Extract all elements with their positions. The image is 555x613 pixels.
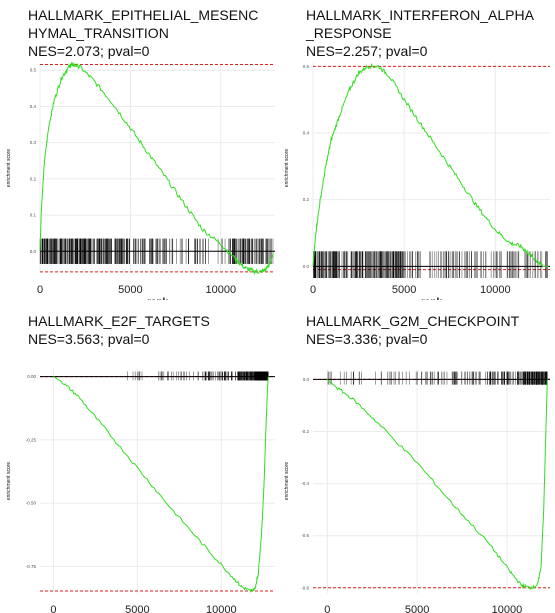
y-tick-label: -0.2 [301,429,309,434]
y-tick-label: 0.3 [30,140,37,145]
y-tick-label: 0.0 [303,264,310,269]
chart-subtitle: NES=2.073; pval=0 [28,43,150,59]
y-tick-label: 0.00 [27,374,36,379]
y-tick-label: 0.4 [30,104,37,109]
x-tick-label: 5000 [118,284,142,296]
chart-title-line: HALLMARK_E2F_TARGETS [28,313,210,329]
enrichment-curve [53,376,269,594]
y-tick-label: -0.6 [301,533,309,538]
y-axis-label: enrichment score [6,149,12,188]
x-axis-label: rank [421,297,443,300]
x-tick-label: 0 [50,604,56,613]
y-tick-label: 0.4 [303,131,310,136]
x-tick-label: 0 [324,604,330,613]
y-axis-label: enrichment score [6,462,12,501]
gene-hits [327,371,548,385]
y-tick-label: -0.75 [26,564,37,569]
y-tick-label: 0.6 [303,64,310,69]
y-axis-label: enrichment score [284,462,290,501]
chart-panel-3: HALLMARK_E2F_TARGETS NES=3.563; pval=0 0.0… [6,313,275,613]
y-tick-label: 0.1 [30,213,37,218]
y-tick-label: -0.25 [26,437,37,442]
gene-hits [313,251,548,278]
y-tick-label: 0.5 [30,68,37,73]
y-tick-label: 0.2 [303,197,310,202]
chart-title-line: _RESPONSE [305,25,392,41]
chart-panel-4: HALLMARK_G2M_CHECKPOINT NES=3.336; pval=0… [284,313,550,613]
chart-panel-1: HALLMARK_EPITHELIAL_MESENC HYMAL_TRANSITI… [6,7,275,300]
chart-subtitle: NES=3.336; pval=0 [306,331,428,347]
y-tick-label: -0.8 [301,585,309,590]
chart-panel-2: HALLMARK_INTERFERON_ALPHA _RESPONSE NES=2.… [284,7,550,300]
x-tick-label: 10000 [492,604,523,613]
enrichment-curve [327,379,548,590]
y-tick-label: -0.50 [26,501,37,506]
y-axis-label: enrichment score [284,149,290,188]
x-tick-label: 10000 [206,604,237,613]
x-tick-label: 0 [37,284,43,296]
y-tick-label: -0.4 [301,481,309,486]
chart-title-line: HYMAL_TRANSITION [28,25,169,41]
enrichment-curve [39,61,274,276]
x-tick-label: 5000 [392,284,416,296]
chart-subtitle: NES=2.257; pval=0 [306,43,428,59]
chart-title-line: HALLMARK_INTERFERON_ALPHA [306,7,535,23]
chart-title-line: HALLMARK_G2M_CHECKPOINT [306,313,520,329]
chart-subtitle: NES=3.563; pval=0 [28,331,150,347]
chart-title-line: HALLMARK_EPITHELIAL_MESENC [28,7,258,23]
y-tick-label: 0.0 [30,249,37,254]
y-tick-label: 0.2 [30,176,37,181]
x-tick-label: 5000 [125,604,149,613]
gene-hits [127,371,269,381]
x-axis-label: rank [147,297,169,300]
x-tick-label: 10000 [205,284,236,296]
x-tick-label: 0 [310,284,316,296]
y-tick-label: 0.0 [303,377,310,382]
x-tick-label: 10000 [480,284,511,296]
x-tick-label: 5000 [405,604,429,613]
enrichment-curve [312,62,549,267]
